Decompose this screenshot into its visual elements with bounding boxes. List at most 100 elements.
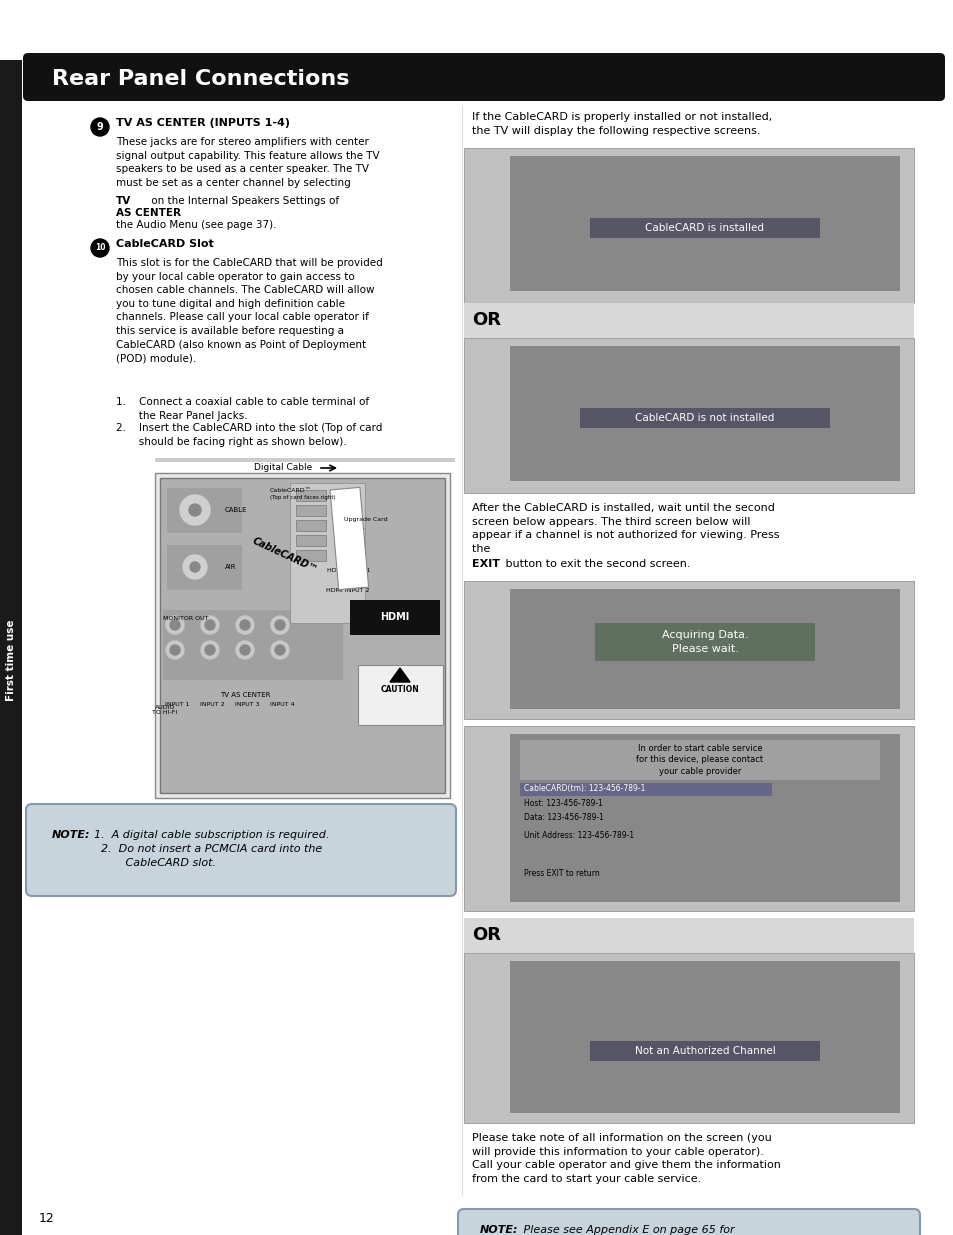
Bar — [295, 505, 326, 516]
Circle shape — [170, 620, 180, 630]
Text: INPUT 2: INPUT 2 — [199, 703, 224, 708]
Text: CableCARD™: CableCARD™ — [251, 536, 319, 574]
Bar — [0, 61, 22, 1235]
Text: 9: 9 — [96, 122, 103, 132]
Text: the Audio Menu (see page 37).: the Audio Menu (see page 37). — [116, 220, 276, 230]
Circle shape — [190, 562, 200, 572]
Text: In order to start cable service
for this device, please contact
your cable provi: In order to start cable service for this… — [636, 745, 762, 776]
Text: 1.  A digital cable subscription is required.
    2.  Do not insert a PCMCIA car: 1. A digital cable subscription is requi… — [87, 830, 329, 868]
Bar — [519, 783, 771, 797]
Text: CableCARD™: CableCARD™ — [270, 488, 312, 493]
Bar — [154, 473, 450, 798]
Text: After the CableCARD is installed, wait until the second
screen below appears. Th: After the CableCARD is installed, wait u… — [472, 503, 779, 553]
Text: AUDIO
TO HI-FI: AUDIO TO HI-FI — [152, 705, 177, 715]
FancyBboxPatch shape — [23, 53, 944, 101]
Text: 1.    Connect a coaxial cable to cable terminal of
       the Rear Panel Jacks.: 1. Connect a coaxial cable to cable term… — [116, 396, 369, 421]
Bar — [589, 219, 820, 238]
Bar — [154, 458, 455, 462]
Bar — [510, 961, 899, 1113]
Circle shape — [240, 645, 250, 655]
Text: 12: 12 — [39, 1212, 55, 1224]
Bar — [579, 408, 829, 429]
Bar — [295, 520, 326, 531]
Text: MONITOR OUT: MONITOR OUT — [163, 615, 209, 620]
Text: These jacks are for stereo amplifiers with center
signal output capability. This: These jacks are for stereo amplifiers wi… — [116, 137, 379, 188]
Bar — [290, 483, 365, 622]
Text: HDMI: HDMI — [380, 613, 409, 622]
Bar — [595, 622, 814, 661]
Text: This slot is for the CableCARD that will be provided
by your local cable operato: This slot is for the CableCARD that will… — [116, 258, 382, 363]
FancyBboxPatch shape — [26, 804, 456, 897]
Bar — [163, 610, 343, 680]
Bar — [519, 740, 879, 781]
Text: Upgrade Card: Upgrade Card — [344, 517, 387, 522]
Bar — [347, 529, 365, 563]
Polygon shape — [390, 668, 410, 682]
Text: HDMI INPUT 1: HDMI INPUT 1 — [326, 568, 370, 573]
Text: OR: OR — [472, 926, 501, 944]
Bar — [519, 830, 753, 844]
Text: on the Internal Speakers Settings of: on the Internal Speakers Settings of — [148, 196, 338, 206]
Circle shape — [201, 641, 219, 659]
Text: OR: OR — [472, 311, 501, 329]
Bar — [167, 545, 242, 590]
Circle shape — [166, 641, 184, 659]
Bar — [510, 589, 899, 709]
Bar — [519, 811, 735, 824]
Text: Please see Appendix E on page 65 for
           additional CableCARD information: Please see Appendix E on page 65 for add… — [519, 1225, 752, 1235]
Circle shape — [274, 620, 285, 630]
Bar — [463, 580, 913, 719]
Text: Host: 123-456-789-1: Host: 123-456-789-1 — [523, 799, 602, 808]
Bar — [330, 488, 368, 589]
Circle shape — [189, 504, 201, 516]
Text: TV AS CENTER: TV AS CENTER — [219, 692, 270, 698]
Circle shape — [271, 641, 289, 659]
Text: If the CableCARD is properly installed or not installed,
the TV will display the: If the CableCARD is properly installed o… — [472, 112, 771, 136]
Bar — [160, 478, 444, 793]
Text: 2.    Insert the CableCARD into the slot (Top of card
       should be facing ri: 2. Insert the CableCARD into the slot (T… — [116, 424, 382, 447]
Text: First time use: First time use — [6, 619, 16, 700]
Text: TV: TV — [116, 196, 132, 206]
Text: Unit Address: 123-456-789-1: Unit Address: 123-456-789-1 — [523, 831, 634, 841]
Text: EXIT: EXIT — [472, 559, 499, 569]
Text: Press EXIT to return: Press EXIT to return — [523, 869, 599, 878]
Text: NOTE:: NOTE: — [479, 1225, 518, 1235]
Bar — [589, 1041, 820, 1061]
Bar — [357, 664, 442, 725]
Text: Not an Authorized Channel: Not an Authorized Channel — [634, 1046, 775, 1056]
Bar — [463, 148, 913, 303]
Circle shape — [235, 641, 253, 659]
Text: INPUT 4: INPUT 4 — [270, 703, 294, 708]
Bar — [295, 535, 326, 546]
Text: Please take note of all information on the screen (you
will provide this informa: Please take note of all information on t… — [472, 1132, 781, 1184]
Text: CAUTION: CAUTION — [380, 685, 419, 694]
Bar — [295, 490, 326, 501]
Bar — [519, 868, 700, 881]
Circle shape — [274, 645, 285, 655]
Circle shape — [240, 620, 250, 630]
Text: CableCARD Slot: CableCARD Slot — [116, 240, 213, 249]
Bar — [510, 156, 899, 291]
Text: button to exit the second screen.: button to exit the second screen. — [501, 559, 690, 569]
Bar — [510, 734, 899, 902]
Circle shape — [205, 620, 214, 630]
Circle shape — [205, 645, 214, 655]
Text: CableCARD is installed: CableCARD is installed — [645, 224, 763, 233]
Circle shape — [183, 555, 207, 579]
Text: INPUT 1: INPUT 1 — [165, 703, 189, 708]
Bar — [463, 303, 913, 338]
Bar — [350, 600, 439, 635]
Text: CABLE: CABLE — [225, 508, 247, 513]
Circle shape — [180, 495, 210, 525]
Text: CableCARD(tm): 123-456-789-1: CableCARD(tm): 123-456-789-1 — [523, 784, 644, 794]
Text: Acquiring Data.
Please wait.: Acquiring Data. Please wait. — [661, 630, 747, 653]
Text: INPUT 3: INPUT 3 — [234, 703, 259, 708]
Bar — [510, 346, 899, 480]
Text: CableCARD is not installed: CableCARD is not installed — [635, 412, 774, 424]
Bar — [295, 550, 326, 561]
Circle shape — [235, 616, 253, 634]
Text: Data: 123-456-789-1: Data: 123-456-789-1 — [523, 813, 603, 821]
Text: TV AS CENTER (INPUTS 1-4): TV AS CENTER (INPUTS 1-4) — [116, 119, 290, 128]
Bar — [167, 488, 242, 534]
Circle shape — [91, 240, 109, 257]
